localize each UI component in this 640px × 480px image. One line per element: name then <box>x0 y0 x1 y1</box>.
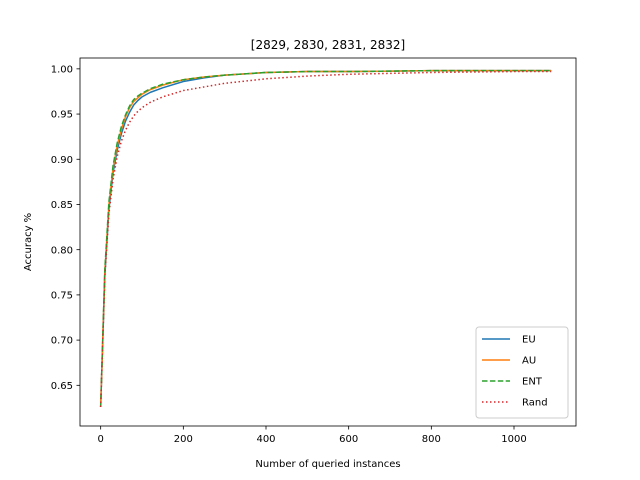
axes-frame <box>79 57 577 427</box>
legend-label-au: AU <box>522 356 536 367</box>
x-tick-label: 400 <box>256 434 275 445</box>
y-tick-label: 0.65 <box>51 381 73 392</box>
x-tick-label: 1000 <box>501 434 526 445</box>
y-axis-ticks: 0.65 0.70 0.75 0.80 0.85 0.90 0.95 1.00 <box>51 64 80 392</box>
y-tick-label: 0.85 <box>51 200 73 211</box>
y-tick-label: 0.80 <box>51 245 73 256</box>
legend-label-rand: Rand <box>522 398 548 409</box>
legend-label-ent: ENT <box>522 377 543 388</box>
x-tick-label: 600 <box>339 434 358 445</box>
y-tick-label: 0.75 <box>51 290 73 301</box>
x-tick-label: 0 <box>97 434 103 445</box>
y-tick-label: 0.95 <box>51 110 73 121</box>
x-tick-label: 800 <box>422 434 441 445</box>
plot-area <box>79 57 577 427</box>
series-line-ent <box>99 69 552 408</box>
series-line-rand <box>99 70 552 408</box>
x-axis-ticks: 0 200 400 600 800 1000 <box>97 426 527 445</box>
x-axis-label: Number of queried instances <box>255 459 400 470</box>
y-axis-label: Accuracy % <box>23 213 34 271</box>
y-tick-label: 0.90 <box>51 155 73 166</box>
chart-title: [2829, 2830, 2831, 2832] <box>251 38 405 52</box>
legend: EU AU ENT Rand <box>475 326 569 419</box>
y-tick-label: 1.00 <box>51 64 73 75</box>
y-tick-label: 0.70 <box>51 336 73 347</box>
x-tick-label: 200 <box>174 434 193 445</box>
legend-label-eu: EU <box>522 335 536 346</box>
legend-box <box>475 326 569 419</box>
